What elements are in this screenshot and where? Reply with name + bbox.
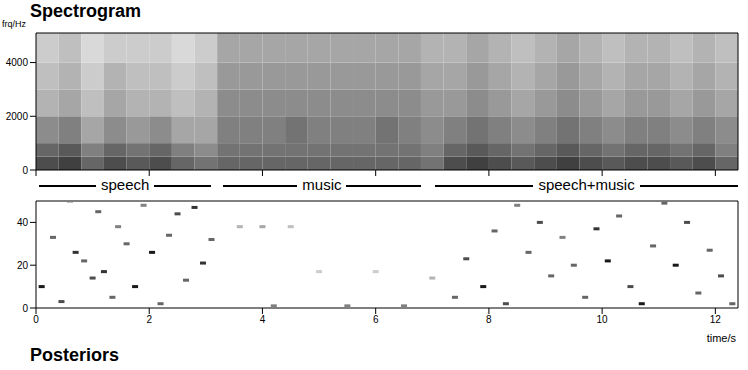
svg-text:6: 6 xyxy=(373,314,379,325)
svg-text:10: 10 xyxy=(597,314,609,325)
svg-text:4000: 4000 xyxy=(6,57,29,68)
svg-text:40: 40 xyxy=(17,217,29,228)
html-text:speech: speech xyxy=(101,176,150,193)
svg-text:time/s: time/s xyxy=(707,332,737,344)
svg-text:0: 0 xyxy=(22,165,28,176)
svg-text:4: 4 xyxy=(260,314,266,325)
svg-text:12: 12 xyxy=(710,314,722,325)
html-text:Spectrogram: Spectrogram xyxy=(30,1,141,21)
svg-text:2000: 2000 xyxy=(6,111,29,122)
svg-text:20: 20 xyxy=(17,260,29,271)
html-text:speech+music: speech+music xyxy=(538,176,635,193)
html-text:frq/Hz: frq/Hz xyxy=(2,19,26,29)
html-text:music: music xyxy=(302,176,342,193)
svg-text:2: 2 xyxy=(146,314,152,325)
svg-text:0: 0 xyxy=(33,314,39,325)
html-text:Posteriors: Posteriors xyxy=(30,345,119,365)
svg-text:0: 0 xyxy=(22,303,28,314)
svg-text:8: 8 xyxy=(486,314,492,325)
